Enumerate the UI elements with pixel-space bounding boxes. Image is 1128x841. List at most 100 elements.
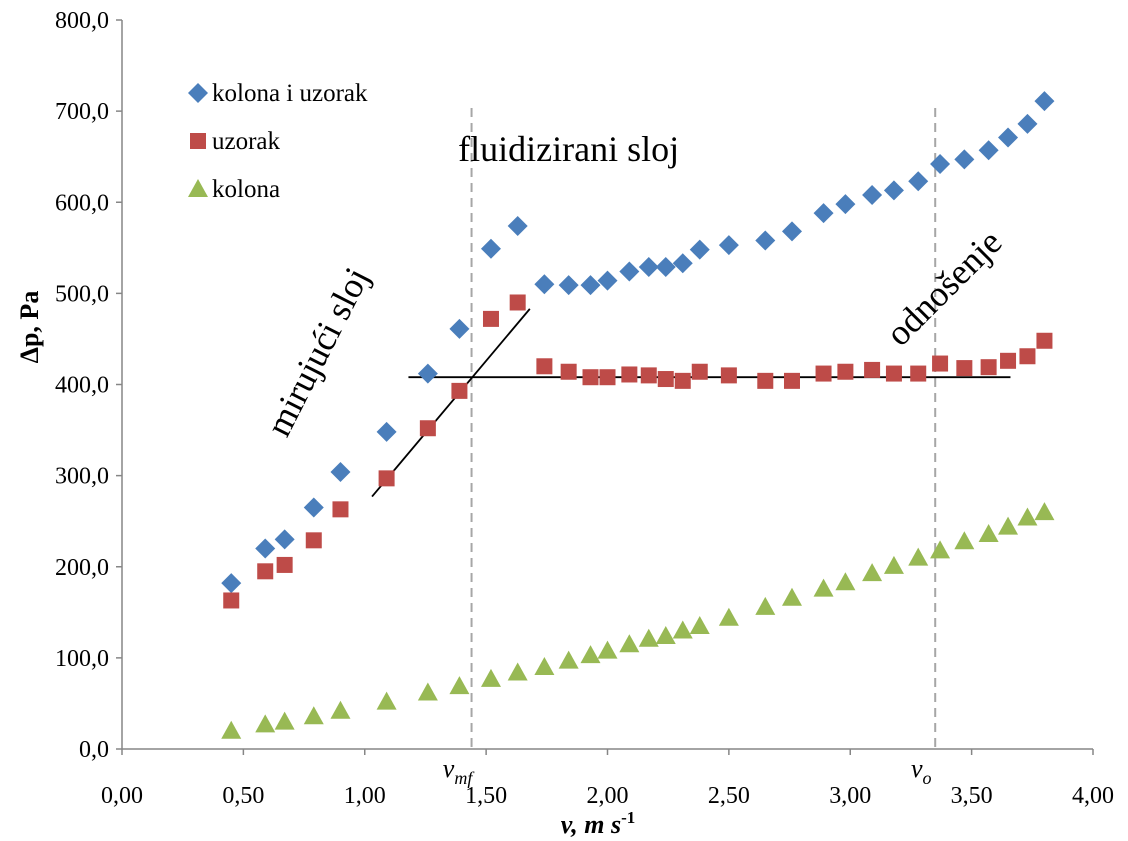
data-point-triangle: [883, 555, 904, 574]
legend: kolona i uzorak uzorak kolona: [188, 80, 368, 203]
data-point-square: [815, 365, 832, 382]
data-point-diamond: [580, 275, 601, 296]
data-point-triangle: [813, 578, 834, 597]
data-point-triangle: [597, 640, 618, 659]
data-point-diamond: [813, 203, 834, 224]
data-point-triangle: [619, 634, 640, 653]
y-tick-label: 100,0: [55, 646, 109, 672]
data-point-square: [482, 310, 499, 327]
vertical-line-label: vmf: [443, 754, 476, 788]
trend-lines: [371, 308, 1011, 498]
data-point-square: [691, 363, 708, 380]
y-tick-label: 600,0: [55, 190, 109, 216]
data-point-diamond: [558, 275, 579, 296]
data-point-diamond: [221, 573, 242, 594]
data-point-square: [864, 361, 881, 378]
annotation-label: fluidizirani sloj: [458, 129, 679, 169]
data-point-square: [674, 372, 691, 389]
y-tick-label: 500,0: [55, 281, 109, 307]
data-point-square: [837, 363, 854, 380]
data-point-diamond: [303, 497, 324, 518]
data-point-square: [560, 363, 577, 380]
annotation-label: odnošenje: [878, 222, 1009, 353]
annotation-label: mirujući sloj: [258, 261, 377, 442]
data-point-triangle: [781, 587, 802, 606]
data-point-square: [419, 420, 436, 437]
data-point-square: [932, 355, 949, 372]
data-point-triangle: [998, 516, 1019, 535]
data-point-triangle: [558, 650, 579, 669]
data-point-triangle: [655, 626, 676, 645]
vertical-line-label-sub: mf: [454, 768, 475, 788]
legend-marker-square: [190, 133, 206, 149]
data-point-diamond: [978, 140, 999, 161]
data-point-diamond: [480, 238, 501, 259]
data-point-triangle: [954, 531, 975, 550]
data-point-triangle: [376, 691, 397, 710]
data-point-triangle: [1034, 502, 1055, 521]
data-point-square: [910, 365, 927, 382]
data-point-square: [1036, 332, 1053, 349]
x-tick-label: 1,50: [465, 783, 507, 809]
data-point-diamond: [908, 171, 929, 192]
data-point-square: [582, 369, 599, 386]
trend-line: [371, 308, 531, 498]
data-point-diamond: [449, 318, 470, 339]
data-point-square: [783, 372, 800, 389]
data-point-square: [599, 369, 616, 386]
x-tick-label: 2,00: [587, 783, 629, 809]
y-tick-label: 700,0: [55, 99, 109, 125]
data-point-triangle: [580, 645, 601, 664]
data-point-square: [509, 294, 526, 311]
data-point-triangle: [1017, 507, 1038, 526]
data-point-diamond: [672, 253, 693, 274]
data-point-square: [536, 358, 553, 375]
legend-label: kolona i uzorak: [212, 80, 368, 107]
y-tick-label: 800,0: [55, 8, 109, 34]
y-axis-title-text: Δp, Pa: [15, 291, 44, 364]
vertical-lines: vmf vo: [443, 108, 937, 788]
data-point-triangle: [930, 540, 951, 559]
data-point-diamond: [274, 529, 295, 550]
x-tick-label: 1,00: [344, 783, 386, 809]
data-point-diamond: [638, 256, 659, 277]
data-point-triangle: [255, 714, 276, 733]
legend-label: uzorak: [212, 128, 281, 155]
data-point-diamond: [1017, 113, 1038, 134]
data-point-square: [257, 563, 274, 580]
data-point-square: [640, 367, 657, 384]
legend-label: kolona: [212, 176, 280, 203]
data-point-diamond: [619, 261, 640, 282]
x-axis-title-main: v, m s: [561, 810, 621, 839]
axes: 0,0 100,0 200,0 300,0 400,0 500,0 600,0 700,0 80…: [55, 8, 1114, 809]
data-point-triangle: [417, 682, 438, 701]
data-point-triangle: [755, 596, 776, 615]
data-point-triangle: [689, 615, 710, 634]
data-point-diamond: [655, 256, 676, 277]
x-tick-label: 0,50: [222, 783, 264, 809]
data-point-diamond: [417, 363, 438, 384]
data-point-triangle: [638, 628, 659, 647]
x-tick-label: 3,00: [829, 783, 871, 809]
data-point-diamond: [534, 274, 555, 295]
data-point-triangle: [718, 607, 739, 626]
data-point-triangle: [672, 620, 693, 639]
data-point-diamond: [835, 194, 856, 215]
data-point-square: [276, 556, 293, 573]
data-point-diamond: [376, 421, 397, 442]
data-point-diamond: [507, 215, 528, 236]
data-point-triangle: [534, 656, 555, 675]
data-point-triangle: [449, 676, 470, 695]
data-point-square: [980, 359, 997, 376]
y-axis-title: Δp, Pa: [15, 291, 44, 364]
data-point-square: [757, 372, 774, 389]
data-point-triangle: [507, 662, 528, 681]
data-point-square: [1000, 352, 1017, 369]
data-points: [221, 91, 1055, 739]
x-tick-label: 0,00: [101, 783, 143, 809]
data-point-triangle: [908, 547, 929, 566]
data-point-diamond: [1034, 91, 1055, 112]
data-point-triangle: [303, 706, 324, 725]
data-point-diamond: [255, 538, 276, 559]
data-point-square: [451, 382, 468, 399]
